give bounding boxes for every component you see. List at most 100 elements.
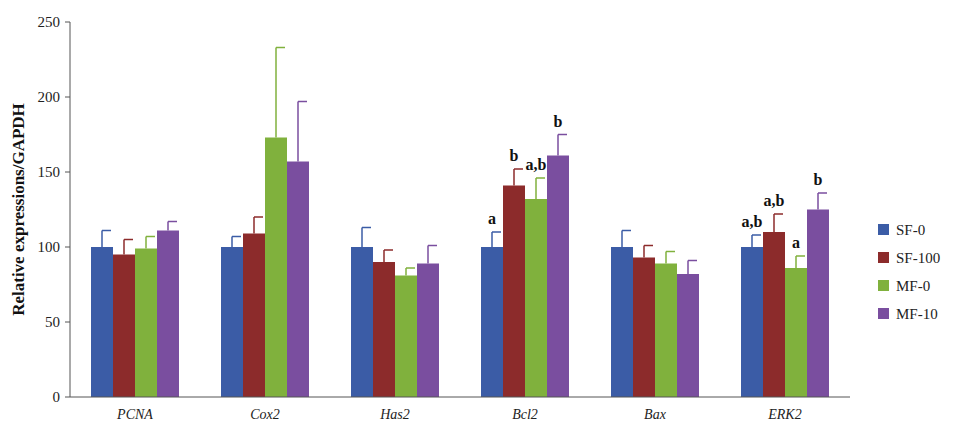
bar — [265, 138, 287, 398]
error-cap — [428, 245, 437, 247]
bar — [677, 274, 699, 397]
significance-letter: b — [814, 171, 823, 188]
error-line — [405, 268, 407, 276]
error-cap — [774, 213, 783, 215]
error-cap — [536, 177, 545, 179]
error-line — [101, 231, 103, 248]
significance-letter: a,b — [526, 156, 547, 173]
bar — [243, 234, 265, 398]
error-bar — [168, 222, 177, 231]
y-tick-label: 100 — [38, 239, 61, 255]
chart-container: 050100150200250Relative expressions/GAPD… — [0, 0, 980, 427]
error-cap — [232, 236, 241, 238]
bar — [481, 247, 503, 397]
x-tick-label: Bcl2 — [512, 407, 538, 422]
bar — [807, 210, 829, 398]
x-tick-label: Has2 — [379, 407, 410, 422]
significance-letter: a,b — [742, 213, 763, 230]
error-bar — [146, 237, 155, 249]
bar — [351, 247, 373, 397]
error-bar — [276, 48, 285, 138]
error-cap — [818, 192, 827, 194]
error-line — [513, 169, 515, 186]
error-bar — [622, 231, 631, 248]
error-line — [491, 232, 493, 247]
error-bar — [298, 102, 307, 162]
error-bar — [752, 235, 761, 247]
error-cap — [254, 216, 263, 218]
y-tick-label: 50 — [45, 314, 60, 330]
error-cap — [666, 251, 675, 253]
error-line — [231, 237, 233, 248]
error-bar — [688, 261, 697, 275]
error-bar — [384, 250, 393, 262]
x-axis — [70, 397, 850, 398]
error-bar — [514, 169, 523, 186]
chart-svg: 050100150200250Relative expressions/GAPD… — [0, 0, 980, 427]
error-line — [361, 228, 363, 248]
error-cap — [688, 260, 697, 262]
legend-label: MF-0 — [896, 278, 930, 294]
x-tick-label: Bax — [644, 407, 667, 422]
y-tick-label: 250 — [38, 14, 61, 30]
legend-swatch — [878, 224, 889, 235]
y-tick — [65, 397, 70, 398]
significance-letter: b — [554, 113, 563, 130]
error-line — [557, 135, 559, 156]
bar — [417, 264, 439, 398]
y-tick-label: 0 — [53, 389, 61, 405]
error-bar — [232, 237, 241, 248]
error-line — [145, 237, 147, 249]
error-line — [817, 193, 819, 210]
error-line — [253, 217, 255, 234]
error-bar — [536, 178, 545, 199]
error-bar — [796, 256, 805, 268]
significance-letter: a,b — [764, 192, 785, 209]
error-line — [167, 222, 169, 231]
error-cap — [752, 234, 761, 236]
error-line — [123, 240, 125, 255]
error-cap — [276, 47, 285, 49]
error-line — [383, 250, 385, 262]
error-bar — [124, 240, 133, 255]
error-bar — [406, 268, 415, 276]
legend-label: MF-10 — [896, 306, 938, 322]
error-line — [643, 246, 645, 258]
significance-letter: a — [488, 210, 496, 227]
error-cap — [384, 249, 393, 251]
error-cap — [124, 239, 133, 241]
bar — [135, 249, 157, 398]
y-axis-label: Relative expressions/GAPDH — [9, 103, 28, 316]
bars — [91, 48, 829, 398]
y-tick — [65, 97, 70, 98]
bar — [655, 264, 677, 398]
bar — [785, 268, 807, 397]
significance-letter: a — [792, 234, 800, 251]
error-line — [535, 178, 537, 199]
y-tick — [65, 247, 70, 248]
error-cap — [514, 168, 523, 170]
bar — [741, 247, 763, 397]
y-axis — [70, 22, 71, 397]
y-tick — [65, 22, 70, 23]
error-line — [427, 246, 429, 264]
legend-swatch — [878, 252, 889, 263]
error-bar — [492, 232, 501, 247]
error-cap — [362, 227, 371, 229]
error-cap — [796, 255, 805, 257]
error-bar — [428, 246, 437, 264]
error-cap — [406, 267, 415, 269]
error-bar — [666, 252, 675, 264]
bar — [763, 232, 785, 397]
bar — [157, 231, 179, 398]
bar — [503, 186, 525, 398]
bar — [395, 276, 417, 398]
error-line — [687, 261, 689, 275]
y-tick — [65, 172, 70, 173]
bar — [373, 262, 395, 397]
bar — [633, 258, 655, 398]
significance-letter: b — [510, 147, 519, 164]
legend-swatch — [878, 308, 889, 319]
error-line — [621, 231, 623, 248]
bar — [525, 199, 547, 397]
